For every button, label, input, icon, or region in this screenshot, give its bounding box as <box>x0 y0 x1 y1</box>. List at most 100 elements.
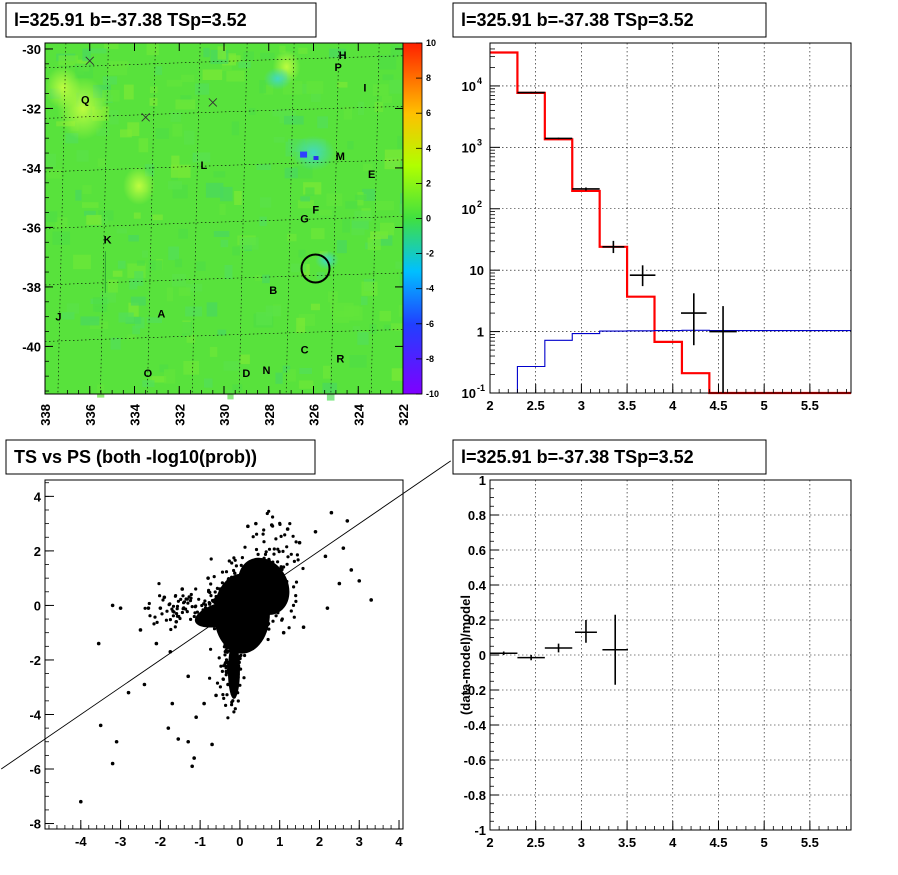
scatter-point <box>218 587 222 591</box>
scatter-point <box>271 596 275 600</box>
map-texture-patch <box>82 202 99 208</box>
scatter-point <box>255 532 259 536</box>
colorbar-tick-label: -2 <box>426 249 434 259</box>
map-texture-patch <box>351 220 369 230</box>
scatter-point <box>203 619 207 623</box>
scatter-point <box>208 590 212 595</box>
scatter-point <box>257 605 261 609</box>
scatter-point <box>169 627 173 632</box>
scatter-point <box>216 612 220 616</box>
scatter-point <box>220 581 224 585</box>
scatter-point <box>230 561 234 565</box>
scatter-point <box>289 609 293 613</box>
scatter-point <box>228 630 232 634</box>
map-texture-patch <box>300 196 310 202</box>
source-label-f: F <box>312 205 319 217</box>
scatter-point <box>190 605 194 609</box>
map-texture-patch <box>178 287 191 296</box>
scatter-point <box>240 626 244 630</box>
scatter-point <box>232 695 236 699</box>
scatter-point <box>266 579 270 584</box>
map-texture-patch <box>116 228 127 234</box>
residual-y-tick-label: 0 <box>479 648 486 663</box>
panel-spectrum: l=325.91 b=-37.38 TSp=3.52 2 2.5 3 3.5 4 4.5 5… <box>452 2 852 413</box>
map-texture-patch <box>370 231 388 239</box>
map-texture-patch <box>384 158 401 170</box>
scatter-point <box>270 588 274 592</box>
scatter-point <box>251 590 255 594</box>
scatter-point <box>178 616 182 621</box>
map-texture-patch <box>74 63 94 79</box>
scatter-point <box>287 626 291 630</box>
map-texture-patch <box>380 222 395 236</box>
map-texture-patch <box>164 369 176 384</box>
scatter-point <box>208 676 212 680</box>
scatter-point <box>223 643 227 647</box>
scatter-point <box>244 597 248 601</box>
map-texture-patch <box>254 275 268 281</box>
scatter-point <box>229 643 233 647</box>
colorbar-tick-label: 2 <box>426 178 431 188</box>
map-deficit-pixel <box>313 156 319 161</box>
scatter-point <box>277 586 281 590</box>
scatter-point <box>292 615 296 619</box>
scatter-point <box>254 589 258 593</box>
scatter-point <box>247 584 251 588</box>
scatter-point <box>357 579 362 583</box>
scatter-point <box>253 569 257 573</box>
scatter-point <box>252 583 256 588</box>
scatter-x-tick-label: 0 <box>236 834 243 849</box>
map-texture-patch <box>298 314 315 326</box>
scatter-point <box>222 629 227 633</box>
scatter-point <box>114 739 119 744</box>
scatter-point <box>236 579 240 583</box>
scatter-point <box>171 604 176 608</box>
scatter-point <box>266 604 270 608</box>
scatter-point <box>230 624 234 628</box>
scatter-point <box>226 716 230 720</box>
scatter-point <box>279 534 283 539</box>
map-texture-patch <box>152 214 163 221</box>
residual-series <box>490 614 629 685</box>
residual-y-tick-label: 0.4 <box>468 578 487 593</box>
scatter-point <box>341 546 346 550</box>
map-texture-patch <box>323 365 331 379</box>
map-coolspot <box>291 135 336 171</box>
map-texture-patch <box>185 306 203 317</box>
scatter-y-tick-label: -8 <box>29 817 41 832</box>
scatter-point <box>230 677 234 681</box>
map-texture-patch <box>52 231 71 245</box>
scatter-point <box>285 545 289 549</box>
map-texture-patch <box>397 135 404 149</box>
map-texture-patch <box>80 316 100 326</box>
map-texture-patch <box>284 167 298 179</box>
scatter-point <box>283 533 287 537</box>
scatter-point <box>323 554 328 559</box>
scatter-point <box>252 576 256 580</box>
map-title-box <box>5 2 317 38</box>
scatter-point <box>174 619 179 624</box>
scatter-point <box>232 568 236 573</box>
scatter-point <box>170 607 174 611</box>
map-texture-patch <box>329 301 337 313</box>
scatter-point <box>220 609 224 613</box>
map-texture-patch <box>195 152 211 163</box>
map-texture-patch <box>149 97 158 106</box>
source-label-l: L <box>200 160 207 172</box>
map-texture-patch <box>349 355 367 368</box>
scatter-point <box>263 552 268 557</box>
scatter-point <box>253 614 257 618</box>
scatter-point <box>186 601 190 605</box>
scatter-point <box>244 571 248 575</box>
scatter-point <box>264 620 268 624</box>
scatter-x-tick-label: 4 <box>395 834 403 849</box>
spectrum-y-tick-label: 10 <box>462 79 476 94</box>
scatter-point <box>222 632 226 636</box>
map-texture-patch <box>239 237 259 250</box>
scatter-point <box>295 553 299 557</box>
scatter-point <box>236 644 240 649</box>
map-texture-patch <box>206 302 218 317</box>
map-texture-patch <box>172 123 183 137</box>
scatter-point <box>203 606 208 610</box>
scatter-point <box>249 602 253 606</box>
